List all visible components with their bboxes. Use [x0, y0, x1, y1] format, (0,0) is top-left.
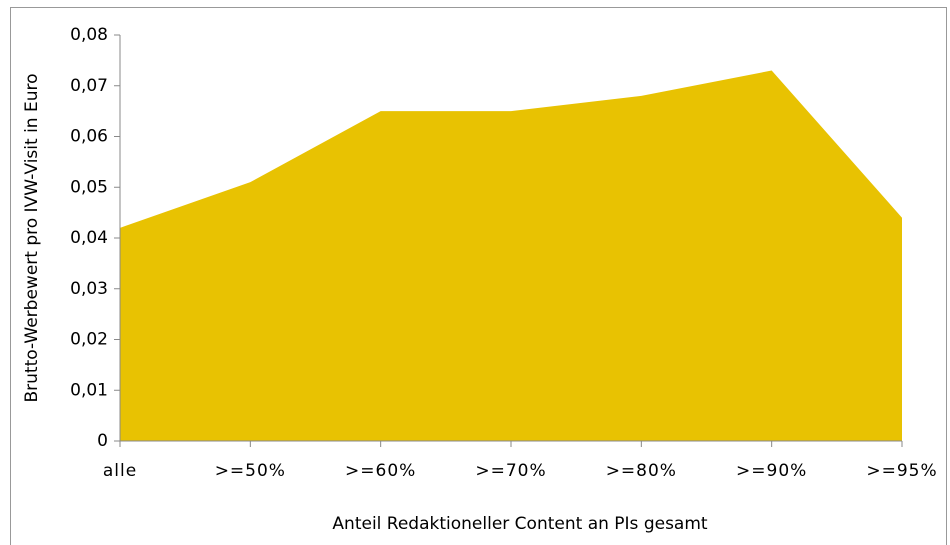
x-tick-label: >=80% — [606, 461, 677, 481]
area — [120, 70, 902, 442]
x-tick-label: alle — [103, 461, 137, 481]
x-tick-label: >=90% — [736, 461, 807, 481]
y-tick-label: 0,05 — [70, 177, 108, 197]
x-tick-label: >=70% — [475, 461, 546, 481]
x-tick-label: >=95% — [866, 461, 937, 481]
y-tick-label: 0,06 — [70, 127, 108, 147]
y-tick-label: 0,02 — [70, 330, 108, 350]
y-tick-label: 0,03 — [70, 279, 108, 299]
chart-frame — [10, 7, 947, 545]
y-tick-label: 0,04 — [70, 228, 108, 248]
y-axis-label: Brutto-Werbewert pro IVW-Visit in Euro — [22, 73, 42, 402]
x-axis-label: Anteil Redaktioneller Content an PIs ges… — [332, 514, 707, 534]
y-tick-label: 0 — [97, 431, 108, 451]
y-tick-label: 0,01 — [70, 380, 108, 400]
x-tick-label: >=60% — [345, 461, 416, 481]
x-tick-label: >=50% — [215, 461, 286, 481]
y-tick-label: 0,07 — [70, 76, 108, 96]
y-tick-label: 0,08 — [70, 25, 108, 45]
